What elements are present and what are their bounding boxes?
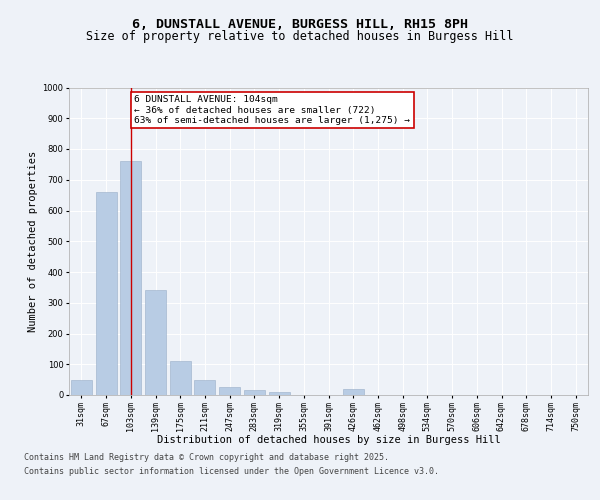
Text: Size of property relative to detached houses in Burgess Hill: Size of property relative to detached ho… bbox=[86, 30, 514, 43]
X-axis label: Distribution of detached houses by size in Burgess Hill: Distribution of detached houses by size … bbox=[157, 434, 500, 444]
Bar bbox=[269, 392, 290, 395]
Bar bbox=[145, 290, 166, 395]
Bar bbox=[194, 380, 215, 395]
Bar bbox=[219, 388, 240, 395]
Text: Contains public sector information licensed under the Open Government Licence v3: Contains public sector information licen… bbox=[24, 467, 439, 476]
Text: 6, DUNSTALL AVENUE, BURGESS HILL, RH15 8PH: 6, DUNSTALL AVENUE, BURGESS HILL, RH15 8… bbox=[132, 18, 468, 30]
Bar bbox=[244, 390, 265, 395]
Bar bbox=[95, 192, 116, 395]
Text: Contains HM Land Registry data © Crown copyright and database right 2025.: Contains HM Land Registry data © Crown c… bbox=[24, 454, 389, 462]
Bar bbox=[170, 361, 191, 395]
Text: 6 DUNSTALL AVENUE: 104sqm
← 36% of detached houses are smaller (722)
63% of semi: 6 DUNSTALL AVENUE: 104sqm ← 36% of detac… bbox=[134, 95, 410, 125]
Bar bbox=[343, 389, 364, 395]
Bar bbox=[120, 162, 141, 395]
Bar bbox=[71, 380, 92, 395]
Y-axis label: Number of detached properties: Number of detached properties bbox=[28, 150, 38, 332]
